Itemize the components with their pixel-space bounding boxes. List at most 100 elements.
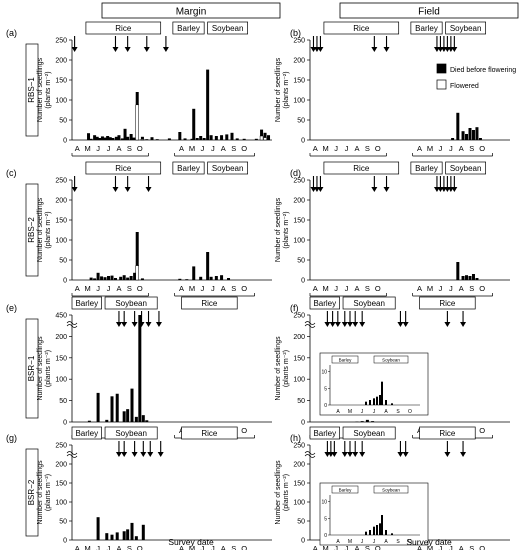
bar-died [471,274,475,280]
month-label: A [417,284,422,293]
bar-died [214,276,218,280]
event-arrow-head [124,187,131,192]
bar-died [110,396,114,422]
panel-letter: (e) [6,303,17,313]
inset-bar [385,530,387,535]
y-tick-label: 0 [63,138,67,145]
month-label: A [354,144,359,153]
crop-label: Barley [177,164,200,173]
month-label: M [323,144,329,153]
month-label: A [75,144,80,153]
inset-bar [365,401,367,405]
month-label: S [365,144,370,153]
inset-month-label: M [348,409,352,415]
month-label: O [375,284,381,293]
crop-label: Soybean [450,24,482,33]
crop-label: Soybean [212,164,244,173]
bar-died [183,138,187,140]
bar-died [230,132,234,140]
bar-died [105,533,109,540]
month-label: O [137,144,143,153]
y-tick-label: 200 [293,198,305,205]
event-arrow-head [347,452,353,457]
bar-died [202,138,206,140]
y-tick-label: 100 [293,238,305,245]
crop-label: Rice [439,299,456,308]
bar-died [113,278,117,280]
month-label: S [469,544,474,550]
y-tick-label: 100 [55,238,67,245]
bar-died [475,278,479,280]
bar-died [122,275,126,280]
event-arrow-head [317,187,324,192]
crop-label: Barley [313,429,336,438]
y-tick-label: 100 [293,377,305,384]
event-arrow-head [352,322,359,327]
bar-died [225,134,229,140]
inset-bar [365,531,367,535]
axis-break-mark [66,321,78,328]
y-tick-label: 50 [297,398,305,405]
bar-died [178,278,182,280]
inset-bar [373,398,375,405]
month-label: M [189,284,195,293]
bar-died [199,276,203,280]
column-title-margin: Margin [176,7,207,18]
event-arrow-head [402,322,409,327]
bar-flowered [135,265,139,281]
month-label: A [179,284,184,293]
month-label: J [439,284,443,293]
crop-label: Barley [75,299,98,308]
bar-died [254,138,258,140]
bar-died [110,275,114,280]
bar-died [227,278,231,280]
event-arrow-head [324,322,331,327]
y-tick-label: 0 [63,278,67,285]
row-label-text: BSR−1 [27,355,36,381]
bar-died [138,315,142,422]
event-arrow-head [444,452,451,457]
axis-break-mark [304,321,316,328]
bar-died [96,392,100,422]
y-axis-title: Number of seedlings [275,197,282,262]
row-label-2: BSR−1 [25,318,39,419]
month-label: J [107,284,111,293]
month-label: J [449,144,453,153]
event-arrow-head [397,452,404,457]
event-arrow-head [162,47,169,52]
y-tick-label: 150 [55,78,67,85]
panel-letter: (c) [6,168,17,178]
month-label: O [241,544,247,550]
y-tick-label: 150 [293,355,305,362]
crop-header-barley: Barley [309,426,340,440]
y-tick-label: 100 [55,98,67,105]
bar-died [123,128,127,140]
bar-died [115,393,119,422]
event-arrow-head [131,322,138,327]
inset-month-label: A [336,539,340,545]
month-label: A [116,544,121,550]
event-arrow-head [371,187,378,192]
inset-bar [381,381,383,405]
y-axis-title: Number of seedlings [37,460,44,525]
month-label: J [107,144,111,153]
inset-bar [369,530,371,535]
bar-died [134,416,138,422]
bar-died [155,139,159,140]
month-label: M [85,544,91,550]
bar-died [192,108,196,140]
month-label: S [365,284,370,293]
bar-died [122,531,126,540]
y-tick-label: 150 [293,481,305,488]
y-tick-label: 100 [293,500,305,507]
y-tick-label: 50 [59,398,67,405]
y-tick-label: 250 [55,443,67,450]
month-label: J [345,284,349,293]
panel-letter: (a) [6,28,17,38]
crop-label: Barley [415,164,438,173]
month-label: J [211,544,215,550]
inset-bar [373,526,375,535]
inset-crop-label: Soybean [382,488,400,493]
bar-died [105,419,109,422]
month-label: A [75,544,80,550]
